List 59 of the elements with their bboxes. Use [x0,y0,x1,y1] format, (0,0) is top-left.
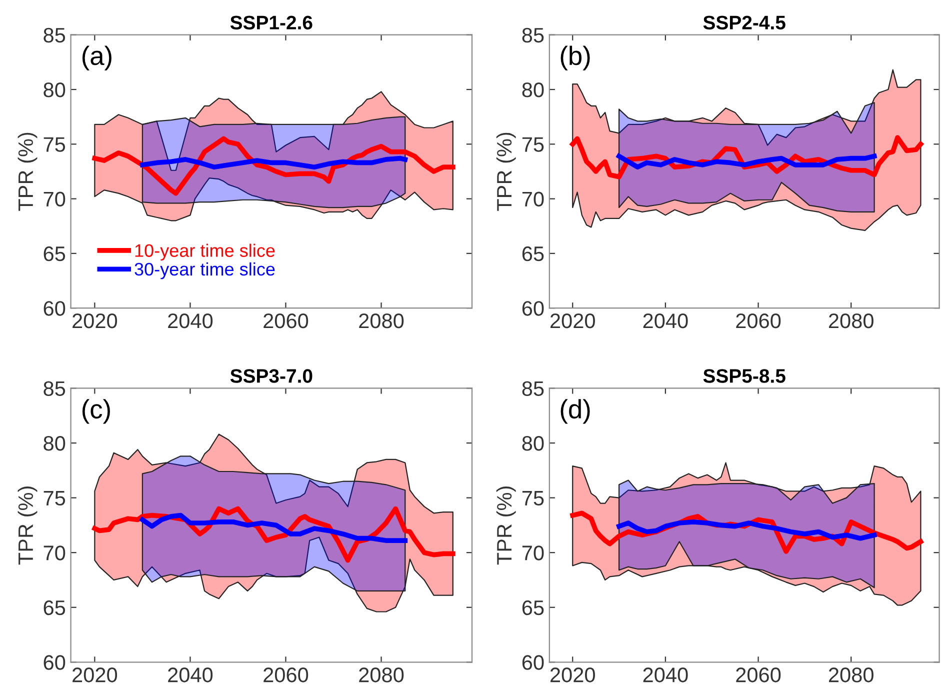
x-tick-label: 2020 [550,313,595,328]
y-tick-label: 70 [44,192,66,207]
y-tick-label: 75 [522,137,544,152]
annotation: (c) [82,399,110,424]
y-tick-label: 60 [522,301,544,316]
x-tick-label: 2060 [264,313,308,328]
y-tick-label: 65 [522,600,544,616]
y-tick-label: 80 [44,436,66,451]
y-tick-label: 80 [522,82,544,98]
y-tick-label: 65 [44,600,66,616]
x-tick-label: 2020 [72,668,118,682]
y-tick-label: 65 [44,246,66,262]
y-tick-label: 75 [522,491,544,506]
chart-title: SSP5-8.5 [703,369,786,383]
x-tick-label: 2080 [828,668,874,682]
x-tick-label: 2080 [359,668,404,682]
y-tick-label: 65 [522,246,544,262]
x-tick-label: 2040 [643,313,688,328]
y-axis-title: TPR (%) [496,486,516,565]
y-tick-label: 70 [44,546,66,560]
y-tick-label: 60 [522,655,544,670]
x-tick-label: 2060 [264,668,308,682]
annotation: (a) [82,46,112,70]
chart-title: SSP3-7.0 [230,369,312,383]
y-tick-label: 85 [522,381,544,396]
y-tick-label: 75 [44,137,66,152]
line-series [616,154,877,170]
y-tick-label: 75 [44,491,66,506]
line-series [616,519,877,541]
x-tick-label: 2040 [168,668,213,682]
line-series [140,156,408,170]
y-tick-label: 85 [44,381,66,396]
x-tick-label: 2060 [736,668,781,682]
x-tick-label: 2020 [72,313,118,328]
line-series [92,136,456,196]
y-tick-label: 70 [522,192,544,207]
y-tick-label: 60 [44,655,66,670]
y-tick-label: 70 [522,546,544,560]
annotation: (b) [560,46,590,70]
annotation: (d) [560,399,590,424]
chart-title: SSP1-2.6 [230,16,312,30]
x-tick-label: 2040 [643,668,688,682]
chart-title: SSP2-4.5 [703,16,786,30]
y-axis-title: TPR (%) [18,486,38,565]
x-tick-label: 2080 [828,313,874,328]
y-axis-title: TPR (%) [496,132,516,211]
legend-label: 10-year time slice [135,244,275,261]
y-tick-label: 85 [44,28,66,43]
y-tick-label: 80 [44,82,66,98]
line-series [140,512,408,543]
y-axis-title: TPR (%) [18,132,38,211]
x-tick-label: 2020 [550,668,595,682]
legend-label: 30-year time slice [134,262,275,280]
x-tick-label: 2060 [736,313,781,328]
y-tick-label: 85 [522,28,544,43]
y-tick-label: 60 [44,301,66,316]
y-tick-label: 80 [522,436,544,451]
x-tick-label: 2080 [359,313,404,328]
x-tick-label: 2040 [168,313,213,328]
